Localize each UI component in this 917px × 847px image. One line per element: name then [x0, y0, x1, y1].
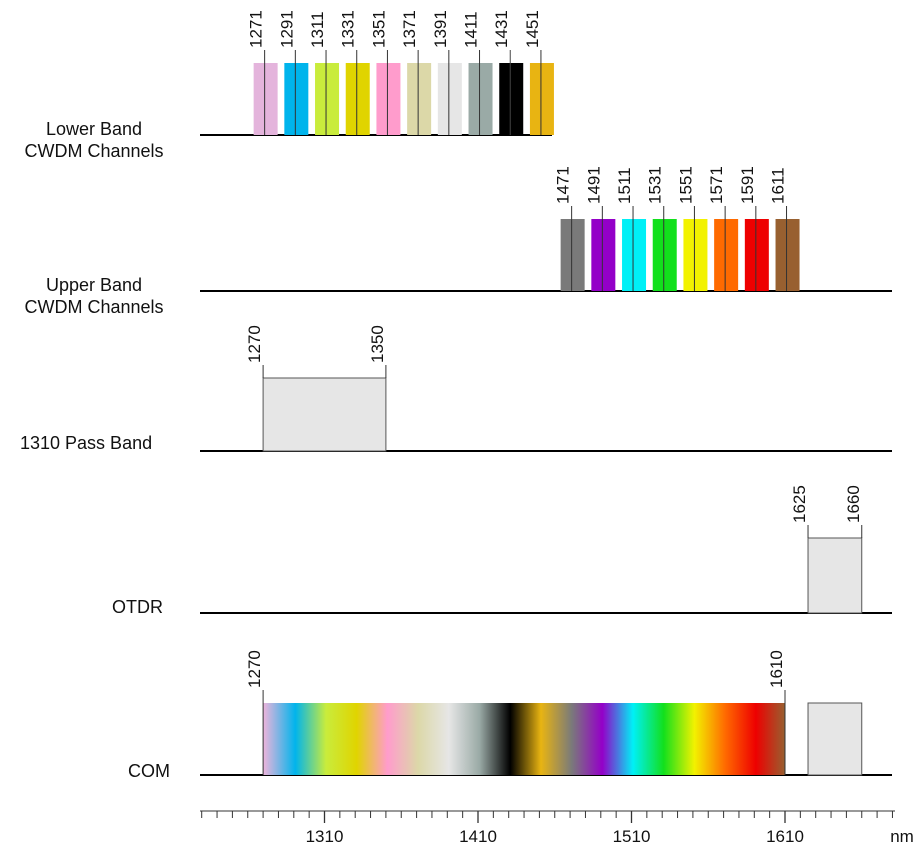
lower-channel-bar: [284, 63, 309, 135]
lower-channel-label: 1411: [462, 11, 481, 48]
passband-start-label: 1270: [245, 325, 264, 363]
upper-channel-bar: [714, 219, 739, 291]
lower-channel-bar: [376, 63, 401, 135]
lower-channel-bar: [529, 63, 554, 135]
lower-channel-label: 1391: [431, 10, 450, 48]
upper-channel-label: 1511: [615, 167, 634, 204]
lower-channel-label: 1351: [369, 10, 388, 48]
upper-channel-bar: [652, 219, 677, 291]
upper-channel-label: 1571: [707, 166, 726, 204]
lower-channel-bar: [468, 63, 493, 135]
upper-band-label-line2: CWDM Channels: [24, 297, 164, 317]
lower-channel-label: 1451: [523, 10, 542, 48]
com-otdr-box: [807, 702, 863, 776]
otdr-start-label: 1625: [790, 485, 809, 523]
lower-channel-bar: [437, 63, 462, 135]
lower-channel-bar: [407, 63, 432, 135]
upper-channel-bar: [591, 219, 616, 291]
passband-end-label: 1350: [368, 325, 387, 363]
com-start-label: 1270: [245, 650, 264, 688]
lower-channel-label: 1291: [277, 10, 296, 48]
lower-channel-bar: [345, 63, 370, 135]
axis-unit-label: nm: [890, 827, 914, 846]
lower-channel-label: 1431: [492, 10, 511, 48]
axis-tick-label: 1610: [766, 827, 804, 846]
upper-channel-label: 1531: [646, 166, 665, 204]
com-end-label: 1610: [767, 650, 786, 688]
axis-tick-label: 1310: [306, 827, 344, 846]
lower-band-label-line1: Lower Band: [45, 119, 143, 139]
lower-channel-label: 1271: [247, 10, 266, 48]
otdr-label: OTDR: [112, 597, 163, 617]
upper-channel-bar: [560, 219, 585, 291]
upper-channel-bar: [744, 219, 769, 291]
lower-band-label-line2: CWDM Channels: [24, 141, 164, 161]
upper-channel-label: 1611: [769, 167, 788, 204]
passband-box: [262, 377, 387, 452]
otdr-box: [807, 537, 863, 614]
upper-channel-label: 1471: [554, 166, 573, 204]
com-label: COM: [128, 761, 170, 781]
com-spectrum-bar: [263, 703, 786, 775]
lower-channel-label: 1331: [339, 10, 358, 48]
lower-band-label: Lower Band CWDM Channels: [10, 118, 178, 162]
upper-band-label: Upper Band CWDM Channels: [10, 274, 178, 318]
upper-channel-bar: [683, 219, 708, 291]
upper-channel-label: 1551: [676, 166, 695, 204]
axis-tick-label: 1410: [459, 827, 497, 846]
upper-channel-label: 1491: [584, 166, 603, 204]
lower-channel-bar: [499, 63, 524, 135]
upper-channel-label: 1591: [738, 166, 757, 204]
lower-channel-label: 1371: [400, 10, 419, 48]
upper-channel-bar: [775, 219, 800, 291]
passband-label: 1310 Pass Band: [20, 433, 153, 453]
axis-tick-label: 1510: [613, 827, 651, 846]
otdr-end-label: 1660: [844, 485, 863, 523]
lower-channel-bar: [315, 63, 340, 135]
lower-channel-label: 1311: [308, 11, 327, 48]
lower-channel-bar: [253, 63, 278, 135]
upper-band-label-line1: Upper Band: [45, 275, 143, 295]
upper-channel-bar: [622, 219, 647, 291]
